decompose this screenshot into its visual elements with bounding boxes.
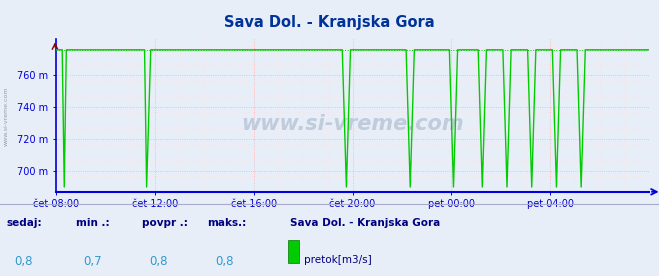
Text: povpr .:: povpr .: — [142, 218, 188, 228]
Text: 0,7: 0,7 — [83, 255, 101, 268]
Text: min .:: min .: — [76, 218, 109, 228]
Text: 0,8: 0,8 — [215, 255, 233, 268]
Text: www.si-vreme.com: www.si-vreme.com — [241, 115, 464, 134]
Text: Sava Dol. - Kranjska Gora: Sava Dol. - Kranjska Gora — [224, 15, 435, 30]
Text: sedaj:: sedaj: — [7, 218, 42, 228]
Text: 0,8: 0,8 — [149, 255, 167, 268]
Text: pretok[m3/s]: pretok[m3/s] — [304, 255, 372, 265]
Text: maks.:: maks.: — [208, 218, 247, 228]
Text: www.si-vreme.com: www.si-vreme.com — [3, 86, 9, 146]
Text: Sava Dol. - Kranjska Gora: Sava Dol. - Kranjska Gora — [290, 218, 440, 228]
Bar — [288, 240, 299, 262]
Text: 0,8: 0,8 — [14, 255, 32, 268]
